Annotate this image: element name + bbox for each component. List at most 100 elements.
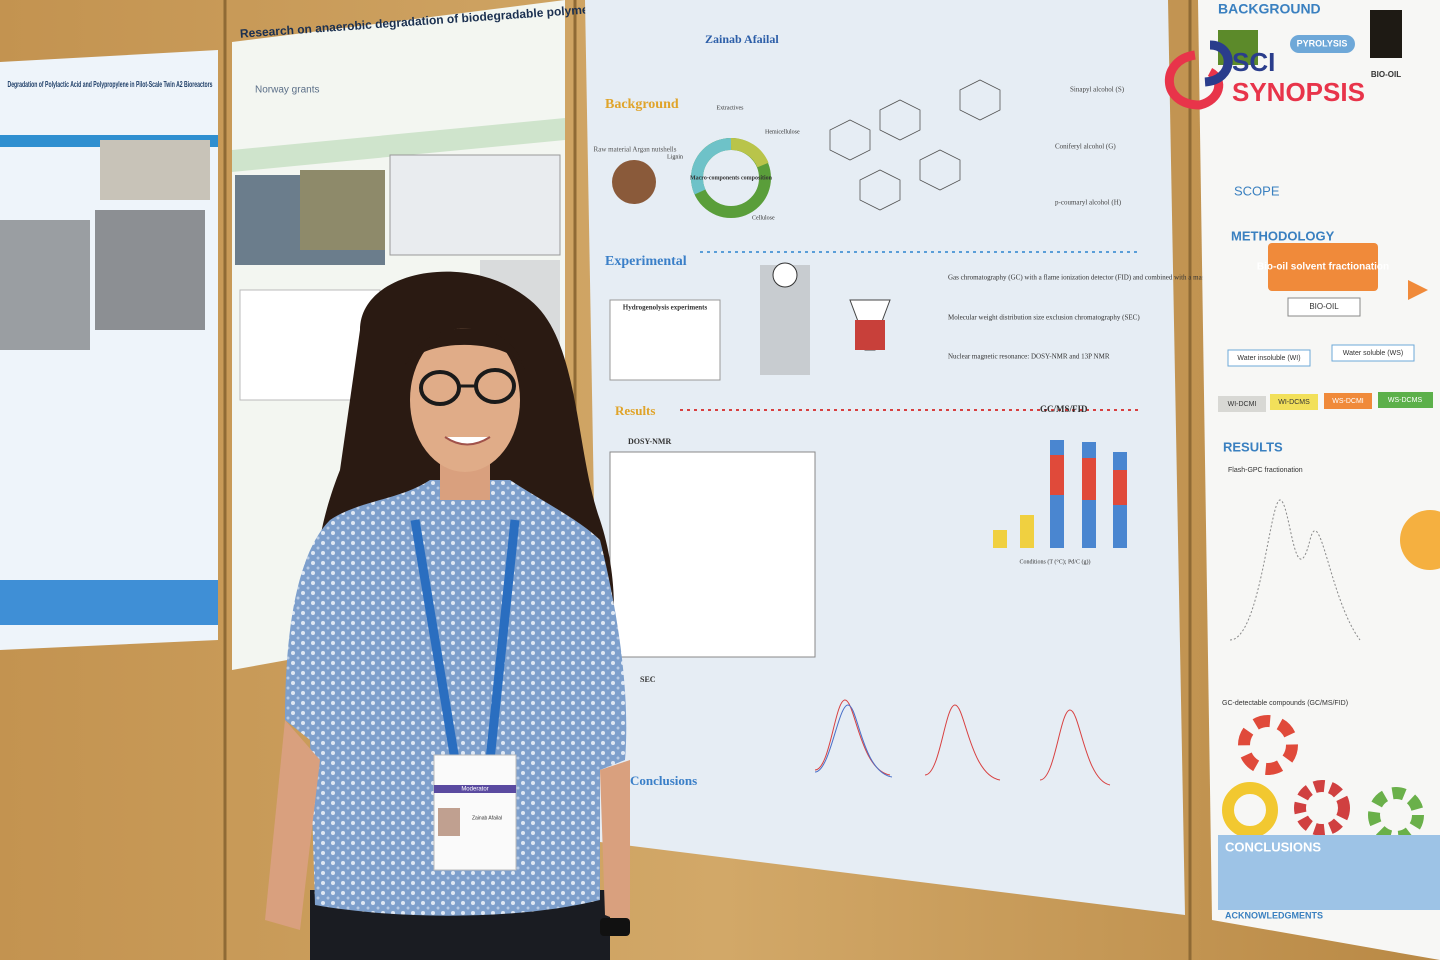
shape	[300, 170, 385, 250]
section-heading: Background	[605, 97, 679, 112]
shape	[0, 580, 218, 625]
shape	[438, 808, 460, 836]
badge-role: Moderator	[461, 787, 488, 793]
box	[609, 299, 721, 381]
shape	[772, 262, 798, 288]
shape	[1331, 344, 1415, 362]
shape	[814, 704, 893, 778]
shape	[1229, 499, 1361, 641]
label: Water soluble (WS)	[1343, 350, 1403, 357]
section-heading: Experimental	[605, 254, 687, 269]
shape	[600, 918, 630, 936]
shape	[405, 328, 525, 370]
section-heading: Results	[615, 403, 655, 418]
shape	[1164, 50, 1224, 110]
label: WI-DCMS	[1278, 399, 1310, 406]
axis-label: Conditions (T (°C); Pd/C (g))	[1020, 558, 1091, 565]
shape	[1290, 35, 1355, 53]
shape	[1324, 393, 1372, 409]
shape	[95, 210, 205, 330]
label: Raw material Argan nutshells	[594, 146, 677, 154]
method: Gas chromatography (GC) with a flame ion…	[948, 274, 1280, 282]
shape	[1020, 515, 1034, 548]
shape	[1218, 396, 1266, 412]
shape	[1268, 243, 1378, 291]
shape	[1227, 349, 1311, 367]
shape	[600, 760, 630, 925]
label: PYROLYSIS	[1297, 38, 1348, 48]
shape	[1408, 280, 1428, 300]
shape	[1050, 455, 1064, 495]
label: Hemicellulose	[765, 129, 800, 135]
shape	[1039, 709, 1111, 786]
label: GC-detectable compounds (GC/MS/FID)	[1222, 700, 1348, 707]
label: Water insoluble (WI)	[1237, 355, 1300, 362]
label: Lignin	[667, 154, 683, 160]
section-heading: RESULTS	[1223, 439, 1283, 454]
shape	[1113, 470, 1127, 505]
shape	[1370, 10, 1402, 58]
shape	[1287, 297, 1361, 317]
logo-line: SYNOPSIS	[1232, 77, 1365, 107]
logo-line: SCI	[1232, 47, 1275, 77]
shape	[1378, 392, 1433, 408]
shape	[232, 118, 565, 172]
shape	[855, 320, 885, 350]
left-poster: Degradation of Polylactic Acid and Polyp…	[0, 50, 218, 650]
shape	[410, 328, 520, 472]
poster-title: Degradation of Polylactic Acid and Polyp…	[8, 80, 213, 89]
monomer: Coniferyl alcohol (G)	[1055, 143, 1116, 151]
shape	[585, 0, 1185, 915]
shape	[410, 519, 520, 761]
person: Moderator Zainab Afailal	[265, 271, 630, 960]
center-poster: Zainab Afailal Background Raw material A…	[585, 0, 1280, 915]
shape	[1270, 394, 1318, 410]
shape	[1400, 510, 1440, 570]
shape	[1204, 40, 1233, 87]
section-heading: BACKGROUND	[1218, 1, 1321, 17]
label: BIO-OIL	[1371, 70, 1401, 79]
stacked-bars	[993, 440, 1127, 548]
monomer: Sinapyl alcohol (S)	[1070, 86, 1125, 94]
shape	[1222, 782, 1278, 838]
label: Flash-GPC fractionation	[1228, 467, 1303, 474]
right-poster: BACKGROUND PYROLYSIS BIO-OIL SCOPE METHO…	[1198, 0, 1440, 960]
shape	[993, 530, 1007, 548]
sci-synopsis-logo: SCI SYNOPSIS	[1164, 40, 1365, 110]
shape	[0, 220, 90, 350]
subheading: GC/MS/FID	[1040, 404, 1088, 414]
section-heading: SCOPE	[1234, 183, 1280, 198]
donut-segment	[690, 138, 732, 195]
method: Nuclear magnetic resonance: DOSY-NMR and…	[948, 353, 1110, 361]
shape	[1238, 715, 1298, 775]
shape	[419, 370, 461, 406]
shape	[1294, 780, 1350, 836]
label: WS-DCMS	[1388, 397, 1423, 404]
label: BIO-OIL	[1309, 302, 1339, 311]
monomer: p-coumaryl alcohol (H)	[1055, 199, 1122, 207]
lignin-structure	[829, 79, 1001, 211]
box-title: Hydrogenolysis experiments	[623, 304, 708, 312]
shape	[265, 720, 320, 930]
label: Cellulose	[752, 215, 775, 221]
shape	[434, 785, 516, 793]
subheading: DOSY-NMR	[628, 437, 671, 446]
shape	[1218, 835, 1440, 910]
label: Bio-oil solvent fractionation	[1257, 262, 1389, 273]
sponsor: Norway grants	[255, 85, 319, 96]
shape	[444, 436, 491, 446]
label: Extractives	[717, 105, 745, 111]
badge-name: Zainab Afailal	[472, 815, 502, 821]
label: Macro-components composition	[690, 175, 773, 181]
shape	[100, 140, 210, 200]
section-heading: CONCLUSIONS	[1225, 839, 1321, 854]
section-heading: ACKNOWLEDGMENTS	[1225, 910, 1323, 920]
shape	[814, 699, 891, 776]
label: WS-DCMI	[1332, 398, 1364, 405]
section-heading: METHODOLOGY	[1231, 228, 1335, 243]
nutshell-photo	[612, 160, 656, 204]
shape	[389, 154, 561, 256]
